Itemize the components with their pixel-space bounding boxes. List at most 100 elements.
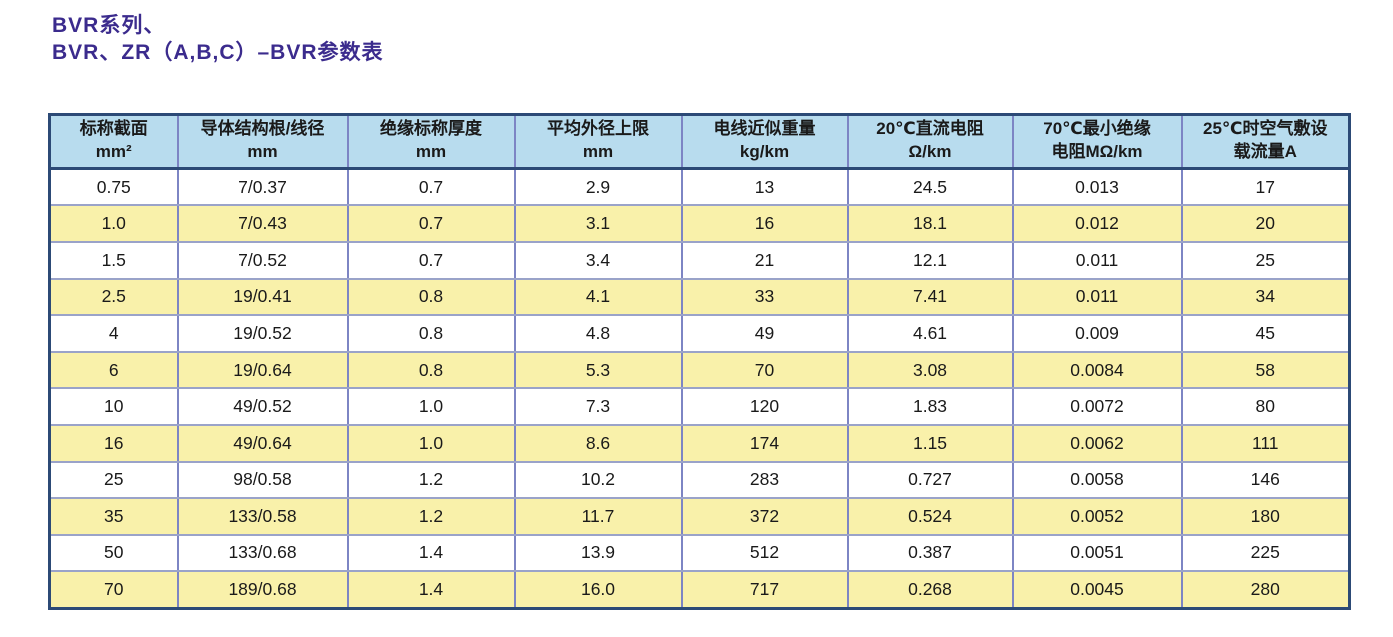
table-cell: 0.8 — [346, 350, 516, 390]
table-cell: 13.9 — [513, 533, 683, 573]
table-cell: 0.011 — [1011, 240, 1183, 280]
table-cell: 6 — [48, 350, 179, 390]
table-row: 1.0 7/0.43 0.7 3.1 16 18.1 0.012 20 — [48, 204, 1351, 243]
table-cell: 80 — [1180, 387, 1351, 426]
column-header-name: 标称截面 — [79, 119, 148, 139]
table-cell: 17 — [1180, 167, 1351, 207]
table-cell: 50 — [48, 533, 179, 573]
table-cell: 146 — [1180, 460, 1351, 500]
column-header-unit: mm² — [95, 141, 132, 161]
table-cell: 0.0051 — [1011, 533, 1183, 573]
table-cell: 120 — [680, 387, 849, 426]
table-cell: 0.0045 — [1011, 570, 1183, 610]
table-cell: 10 — [48, 387, 179, 426]
table-cell: 7/0.43 — [176, 204, 349, 243]
table-cell: 49/0.64 — [176, 423, 349, 463]
table-cell: 19/0.52 — [176, 314, 349, 353]
table-cell: 49/0.52 — [176, 387, 349, 426]
table-cell: 225 — [1180, 533, 1351, 573]
column-header-name: 电线近似重量 — [713, 119, 816, 139]
column-header-name: 70℃最小绝缘 — [1043, 119, 1151, 139]
table-body: 0.75 7/0.37 0.7 2.9 13 24.5 0.013 17 1.0 7/0.43 0.… — [48, 167, 1351, 610]
table-cell: 70 — [680, 350, 849, 390]
column-header: 70℃最小绝缘 电阻MΩ/km — [1011, 114, 1183, 170]
table-cell: 7/0.52 — [176, 240, 349, 280]
column-header: 电线近似重量 kg/km — [680, 114, 849, 170]
table-cell: 189/0.68 — [176, 570, 349, 610]
table-cell: 111 — [1180, 423, 1351, 463]
table-cell: 372 — [680, 497, 849, 536]
table-cell: 20 — [1180, 204, 1351, 243]
table-cell: 33 — [680, 277, 849, 317]
table-cell: 4.1 — [513, 277, 683, 317]
table-cell: 8.6 — [513, 423, 683, 463]
table-cell: 49 — [680, 314, 849, 353]
column-header-name: 绝缘标称厚度 — [380, 119, 482, 139]
table-cell: 35 — [48, 497, 179, 536]
table-header-row: 标称截面 mm² 导体结构根/线径 mm 绝缘标称厚度 mm 平均外径上限 mm 电线近似重量 k… — [48, 114, 1351, 170]
table-cell: 180 — [1180, 497, 1351, 536]
table-cell: 1.15 — [846, 423, 1014, 463]
table-cell: 0.0052 — [1011, 497, 1183, 536]
table-row: 16 49/0.64 1.0 8.6 174 1.15 0.0062 111 — [48, 423, 1351, 463]
table-cell: 58 — [1180, 350, 1351, 390]
table-cell: 0.0072 — [1011, 387, 1183, 426]
table-cell: 283 — [680, 460, 849, 500]
table-cell: 0.8 — [346, 277, 516, 317]
table-cell: 0.012 — [1011, 204, 1183, 243]
table-cell: 45 — [1180, 314, 1351, 353]
table-cell: 174 — [680, 423, 849, 463]
table-cell: 0.75 — [48, 167, 179, 207]
table-cell: 0.7 — [346, 167, 516, 207]
table-cell: 7.3 — [513, 387, 683, 426]
table-cell: 25 — [48, 460, 179, 500]
column-header: 标称截面 mm² — [48, 114, 179, 170]
table-cell: 512 — [680, 533, 849, 573]
table-cell: 98/0.58 — [176, 460, 349, 500]
column-header-unit: Ω/km — [908, 141, 952, 161]
table-cell: 0.0058 — [1011, 460, 1183, 500]
table-row: 6 19/0.64 0.8 5.3 70 3.08 0.0084 58 — [48, 350, 1351, 390]
column-header: 绝缘标称厚度 mm — [346, 114, 516, 170]
table-cell: 1.0 — [346, 387, 516, 426]
table-row: 1.5 7/0.52 0.7 3.4 21 12.1 0.011 25 — [48, 240, 1351, 280]
table-cell: 18.1 — [846, 204, 1014, 243]
table-cell: 0.013 — [1011, 167, 1183, 207]
table-cell: 13 — [680, 167, 849, 207]
table-cell: 19/0.41 — [176, 277, 349, 317]
column-header-unit: mm — [415, 141, 447, 161]
table-cell: 16 — [680, 204, 849, 243]
column-header-name: 20℃直流电阻 — [876, 119, 984, 139]
table-cell: 1.83 — [846, 387, 1014, 426]
column-header-unit: 载流量A — [1233, 141, 1297, 161]
table-cell: 133/0.68 — [176, 533, 349, 573]
column-header: 导体结构根/线径 mm — [176, 114, 349, 170]
table-row: 0.75 7/0.37 0.7 2.9 13 24.5 0.013 17 — [48, 167, 1351, 207]
table-cell: 2.5 — [48, 277, 179, 317]
table-header: 标称截面 mm² 导体结构根/线径 mm 绝缘标称厚度 mm 平均外径上限 mm 电线近似重量 k… — [48, 114, 1351, 170]
table-cell: 2.9 — [513, 167, 683, 207]
table-cell: 0.8 — [346, 314, 516, 353]
column-header-name: 平均外径上限 — [547, 119, 649, 139]
table-cell: 3.4 — [513, 240, 683, 280]
table-cell: 19/0.64 — [176, 350, 349, 390]
table-row: 70 189/0.68 1.4 16.0 717 0.268 0.0045 280 — [48, 570, 1351, 610]
table-cell: 4.8 — [513, 314, 683, 353]
table-cell: 1.0 — [346, 423, 516, 463]
table-cell: 1.4 — [346, 570, 516, 610]
table-cell: 1.4 — [346, 533, 516, 573]
column-header-unit: kg/km — [739, 141, 790, 161]
table-cell: 3.08 — [846, 350, 1014, 390]
table-cell: 70 — [48, 570, 179, 610]
table-cell: 21 — [680, 240, 849, 280]
table-cell: 24.5 — [846, 167, 1014, 207]
table-cell: 0.011 — [1011, 277, 1183, 317]
column-header-unit: mm — [582, 141, 614, 161]
table-cell: 5.3 — [513, 350, 683, 390]
table-cell: 0.387 — [846, 533, 1014, 573]
column-header-unit: mm — [247, 141, 278, 161]
table-cell: 4 — [48, 314, 179, 353]
table-cell: 25 — [1180, 240, 1351, 280]
table-cell: 16 — [48, 423, 179, 463]
